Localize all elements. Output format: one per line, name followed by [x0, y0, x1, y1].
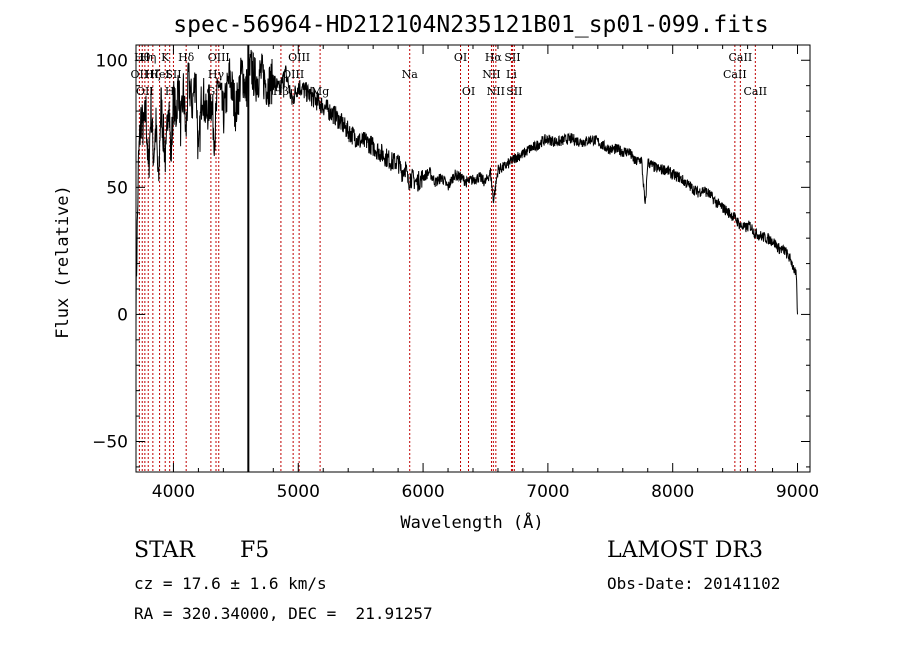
x-axis-label: Wavelength (Å) — [400, 511, 543, 533]
line-marker-label: CaII — [729, 51, 753, 64]
line-marker-label: OII — [131, 68, 149, 81]
line-marker-label: NII — [487, 85, 505, 98]
x-tick-label: 7000 — [526, 482, 569, 502]
line-marker-label: G — [206, 85, 215, 98]
line-marker-label: OIII — [288, 51, 310, 64]
line-marker-label: Mg — [311, 85, 329, 98]
y-tick-label: 0 — [117, 305, 128, 325]
chart-title: spec-56964-HD212104N235121B01_sp01-099.f… — [173, 12, 768, 38]
x-tick-label: 9000 — [776, 482, 819, 502]
y-tick-label: 100 — [96, 51, 128, 71]
line-marker-label: Hα — [485, 51, 503, 64]
line-marker-label: OI — [454, 51, 467, 64]
spectrum-line — [135, 49, 798, 325]
line-marker-label: CaII — [743, 85, 767, 98]
line-marker-label: Hδ — [178, 51, 195, 64]
x-tick-label: 4000 — [152, 482, 195, 502]
plot-axes: 4000 5000 6000 7000 8000 9000 −50 0 50 100 — [92, 44, 819, 502]
line-marker-label: CaII — [723, 68, 747, 81]
line-marker-label: Li — [506, 68, 517, 81]
line-marker-label: H — [165, 85, 175, 98]
y-axis-label: Flux (relative) — [53, 185, 73, 339]
emission-line-markers — [138, 45, 756, 472]
line-marker-label: SII — [504, 51, 520, 64]
x-tick-label: 8000 — [651, 482, 694, 502]
y-tick-label: −50 — [92, 433, 128, 453]
spectrum-series — [135, 45, 798, 472]
line-marker-label: SII — [165, 68, 181, 81]
emission-line-labels: OIIHθOIIHηHζHeIKHSIIHδGHγOIIIHβOIIIOIIIM… — [131, 51, 768, 98]
line-marker-label: OII — [136, 85, 154, 98]
line-marker-label: K — [161, 51, 170, 64]
line-marker-label: Hγ — [208, 68, 225, 81]
line-marker-label: NII — [482, 68, 500, 81]
x-tick-label: 5000 — [277, 482, 320, 502]
survey-name: LAMOST DR3 — [607, 538, 763, 563]
line-marker-label: Hη — [140, 51, 156, 64]
line-marker-label: Na — [402, 68, 419, 81]
object-class: STAR — [134, 538, 195, 563]
line-marker-label: Hζ — [145, 68, 161, 81]
coordinates: RA = 320.34000, DEC = 21.91257 — [134, 604, 433, 623]
observation-date: Obs-Date: 20141102 — [607, 574, 781, 593]
y-tick-label: 50 — [106, 178, 128, 198]
line-marker-label: SII — [506, 85, 522, 98]
line-marker-label: OI — [462, 85, 475, 98]
x-tick-label: 6000 — [401, 482, 444, 502]
line-marker-label: HeI — [149, 68, 169, 81]
line-marker-label: OIII — [208, 51, 230, 64]
spectral-subclass: F5 — [240, 538, 270, 563]
redshift-cz: cz = 17.6 ± 1.6 km/s — [134, 574, 327, 593]
